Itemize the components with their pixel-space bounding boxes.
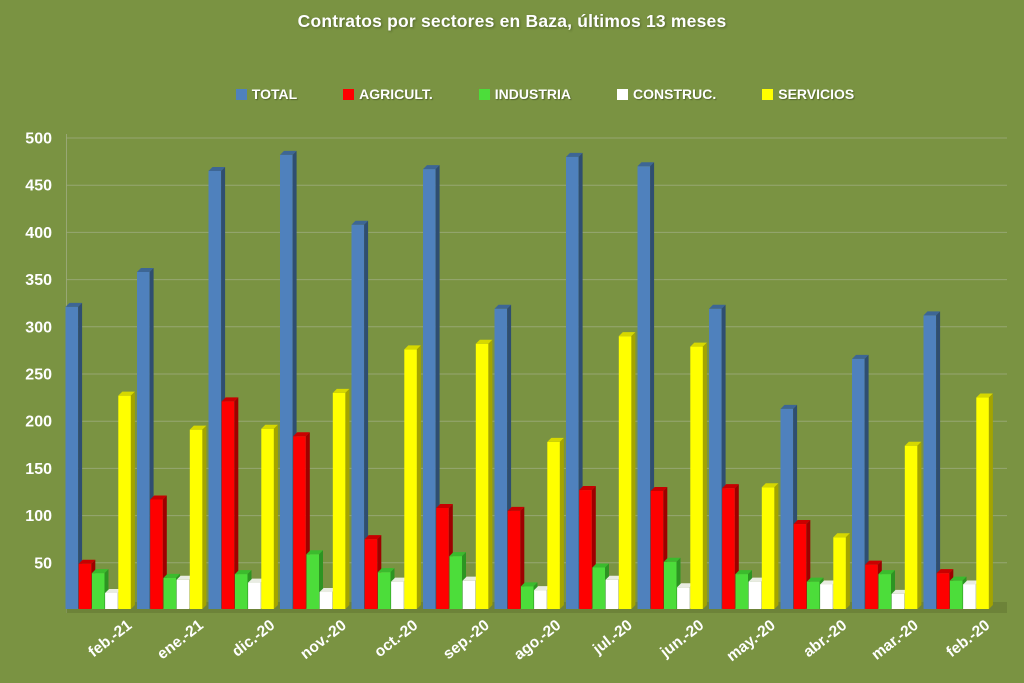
x-axis-label: feb.-21: [85, 617, 135, 661]
bar-servicios-jun-20: [690, 342, 707, 609]
bar-group-abr-20: [780, 404, 850, 609]
x-axis-label: dic.-20: [229, 617, 278, 661]
legend-swatch-servicios: [762, 88, 774, 100]
bar-servicios-feb-21: [118, 391, 135, 609]
x-axis-label: may.-20: [724, 617, 779, 665]
y-axis-tick-label: 450: [25, 178, 52, 195]
legend-label-servicios: SERVICIOS: [778, 86, 855, 102]
legend-swatch-industria: [478, 88, 490, 100]
bar-total-sep-20: [423, 165, 440, 609]
bar-servicios-ene-21: [189, 425, 207, 609]
bar-servicios-nov-20: [332, 388, 350, 609]
bar-total-mar-20: [852, 354, 869, 609]
y-axis-tick-label: 350: [25, 272, 52, 289]
x-axis-label: sep.-20: [440, 617, 493, 663]
bar-total-feb-20: [923, 311, 941, 609]
x-axis-label: jul.-20: [589, 617, 636, 659]
legend-swatch-total: [235, 88, 247, 100]
bar-group-nov-20: [280, 150, 350, 609]
x-axis-label: ago.-20: [511, 617, 564, 664]
bar-servicios-may-20: [761, 483, 779, 609]
bar-servicios-feb-20: [976, 393, 993, 609]
bar-group-feb-21: [65, 302, 135, 609]
legend-item-industria: INDUSTRIA: [478, 86, 571, 102]
y-axis-tick-label: 150: [25, 461, 52, 478]
bar-servicios-jul-20: [618, 332, 636, 609]
x-axis-label: feb.-20: [943, 617, 993, 661]
x-axis-label: mar.-20: [868, 617, 921, 664]
bar-agricult-dic-20: [221, 397, 239, 609]
chart-title: Contratos por sectores en Baza, últimos …: [297, 11, 727, 31]
bar-servicios-mar-20: [904, 441, 922, 609]
legend-swatch-construc: [617, 88, 628, 100]
bar-group-jul-20: [566, 152, 636, 609]
legend: TOTAL AGRICULT. INDUSTRIA CONSTRUC. SERV…: [0, 86, 1024, 102]
bar-group-ago-20: [494, 304, 564, 609]
bar-servicios-dic-20: [261, 424, 278, 609]
bar-group-mar-20: [852, 354, 922, 609]
y-axis-tick-label: 300: [25, 319, 52, 336]
x-axis-label: oct.-20: [371, 617, 421, 661]
bar-servicios-ago-20: [547, 437, 564, 609]
bar-group-ene-21: [137, 267, 207, 609]
bar-servicios-oct-20: [404, 345, 421, 609]
bar-group-oct-20: [351, 220, 421, 610]
legend-item-total: TOTAL: [235, 86, 298, 102]
x-axis-label: jun.-20: [657, 617, 708, 662]
y-axis-tick-label: 500: [25, 131, 52, 148]
legend-label-total: TOTAL: [251, 86, 298, 102]
legend-item-agricult: AGRICULT.: [343, 86, 433, 102]
legend-label-agricult: AGRICULT.: [359, 86, 433, 102]
y-axis-tick-label: 200: [25, 414, 52, 431]
x-axis-label: ene.-21: [154, 617, 207, 664]
bar-servicios-sep-20: [475, 339, 493, 609]
legend-item-servicios: SERVICIOS: [762, 86, 854, 102]
bar-group-feb-20: [923, 311, 993, 609]
bar-agricult-ago-20: [507, 506, 525, 609]
y-axis-tick-label: 400: [25, 225, 52, 242]
legend-label-construc: CONSTRUC.: [633, 86, 717, 102]
y-axis-tick-label: 50: [34, 555, 52, 572]
bar-group-sep-20: [423, 165, 493, 609]
bar-total-oct-20: [351, 220, 369, 610]
bar-group-may-20: [709, 304, 779, 609]
bar-group-jun-20: [637, 162, 707, 609]
y-axis-tick-label: 250: [25, 367, 52, 384]
x-axis-label: nov.-20: [297, 617, 349, 663]
legend-item-construc: CONSTRUC.: [617, 86, 716, 102]
y-axis-tick-label: 100: [25, 508, 52, 525]
bar-group-dic-20: [208, 166, 278, 609]
bar-servicios-abr-20: [833, 533, 850, 609]
legend-swatch-agricult: [343, 88, 355, 100]
x-axis-label: abr.-20: [800, 617, 850, 661]
legend-label-industria: INDUSTRIA: [494, 86, 571, 102]
bar-total-feb-21: [65, 302, 83, 609]
